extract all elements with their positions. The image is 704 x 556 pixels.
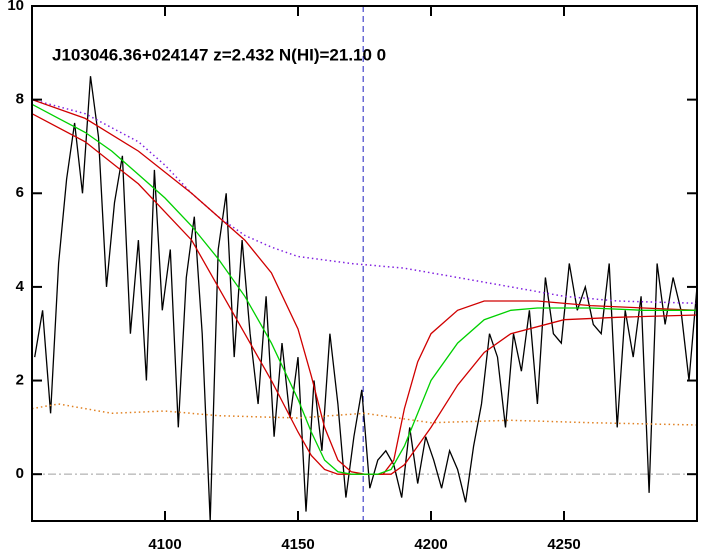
y-tick-label: 10 — [7, 0, 24, 14]
chart-title: J103046.36+024147 z=2.432 N(HI)=21.10 0 — [52, 45, 386, 64]
frame — [31, 5, 698, 522]
x-tick-label: 4100 — [148, 536, 181, 553]
x-tick-label: 4200 — [414, 536, 447, 553]
y-tick-label: 4 — [16, 278, 25, 295]
y-tick-label: 0 — [16, 465, 24, 482]
y-tick-label: 6 — [16, 184, 24, 201]
series-line — [32, 103, 697, 475]
plot-area — [32, 6, 697, 521]
x-tick-label: 4250 — [547, 536, 580, 553]
y-tick-label: 2 — [16, 372, 24, 389]
y-tick-label: 8 — [16, 91, 24, 108]
series-line — [34, 76, 697, 521]
x-tick-label: 4150 — [281, 536, 314, 553]
series-line — [32, 113, 697, 475]
